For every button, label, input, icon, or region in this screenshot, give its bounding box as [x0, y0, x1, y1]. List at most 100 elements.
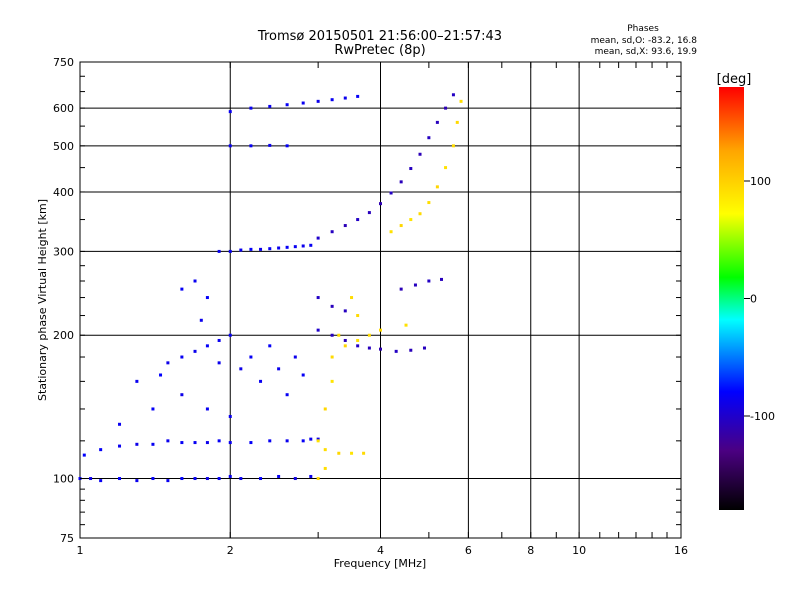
data-point — [205, 477, 209, 481]
y-tick-label: 75 — [60, 532, 74, 545]
data-point — [404, 323, 408, 327]
data-point — [409, 348, 413, 352]
data-point — [451, 93, 455, 97]
data-point — [268, 143, 272, 147]
data-point — [309, 243, 313, 247]
data-point — [285, 103, 289, 107]
phase-stats-x: mean, sd,X: 93.6, 19.9 — [595, 47, 698, 57]
data-point — [259, 477, 263, 481]
data-point — [379, 328, 382, 332]
data-point — [330, 355, 334, 359]
data-point — [301, 373, 305, 377]
colorbar-tick-label: 100 — [750, 175, 771, 188]
data-point — [330, 333, 334, 337]
x-tick-label: 2 — [227, 544, 234, 557]
data-point — [118, 444, 122, 448]
axes: 1 2 4 6 8 10 16 75 100 200 300 400 500 600 750 — [53, 56, 688, 557]
data-point — [418, 152, 422, 156]
data-point — [316, 296, 320, 300]
data-point — [316, 437, 320, 441]
y-axis-label: Stationary phase Virtual Height [km] — [36, 199, 49, 401]
data-point — [356, 338, 360, 342]
data-point — [367, 333, 371, 337]
data-point — [239, 248, 243, 252]
data-point — [293, 477, 297, 481]
data-point — [293, 355, 297, 359]
data-point — [99, 448, 103, 452]
x-tick-label: 16 — [674, 544, 688, 557]
data-point — [337, 451, 341, 455]
data-point — [166, 361, 170, 365]
data-point — [409, 218, 413, 222]
y-tick-label: 600 — [53, 102, 74, 115]
data-point — [394, 349, 398, 353]
data-point — [330, 98, 334, 102]
data-point — [180, 441, 184, 445]
data-point — [268, 247, 272, 251]
data-point — [159, 373, 163, 377]
data-point — [451, 144, 455, 148]
data-point — [285, 439, 289, 443]
data-point — [427, 201, 431, 205]
data-point — [249, 441, 253, 445]
data-point — [180, 393, 184, 397]
colorbar-tick-label: -100 — [750, 410, 775, 423]
data-point — [268, 439, 272, 443]
x-tick-label: 10 — [572, 544, 586, 557]
data-point — [151, 407, 155, 411]
data-point — [228, 441, 232, 445]
data-point — [399, 224, 403, 228]
data-point — [151, 477, 155, 481]
x-axis-label: Frequency [MHz] — [334, 557, 426, 570]
data-point — [379, 347, 382, 351]
data-point — [228, 144, 232, 148]
data-point — [217, 361, 221, 365]
data-point — [435, 185, 439, 189]
data-point — [249, 106, 253, 110]
phase-stats-heading: Phases — [627, 24, 659, 34]
data-point — [193, 441, 197, 445]
data-point — [459, 99, 463, 103]
colorbar-label: [deg] — [717, 72, 752, 87]
data-point — [180, 477, 184, 481]
data-point — [316, 328, 320, 332]
data-point — [323, 407, 327, 411]
x-tick-label: 8 — [527, 544, 534, 557]
data-point — [367, 346, 371, 350]
data-point — [268, 104, 272, 108]
data-point — [343, 338, 347, 342]
data-point — [193, 279, 197, 283]
data-point — [151, 442, 155, 446]
data-point — [409, 167, 413, 171]
x-tick-label: 4 — [377, 544, 384, 557]
y-tick-label: 300 — [53, 245, 74, 258]
chart-title: Tromsø 20150501 21:56:00–21:57:43 — [257, 29, 502, 44]
data-point — [343, 344, 347, 348]
data-point — [343, 224, 347, 228]
data-point — [249, 247, 253, 251]
data-point — [99, 479, 103, 483]
data-point — [389, 230, 393, 234]
data-point — [239, 367, 243, 371]
data-point — [343, 96, 347, 100]
data-point — [228, 333, 232, 337]
data-point — [323, 448, 327, 452]
colorbar-ticks: 100 0 -100 — [744, 175, 775, 423]
data-point — [389, 191, 393, 195]
data-point — [356, 344, 360, 348]
data-point — [135, 479, 139, 483]
x-tick-label: 6 — [465, 544, 472, 557]
data-point — [118, 477, 122, 481]
data-point — [440, 277, 444, 281]
data-point — [205, 441, 209, 445]
data-point — [277, 474, 281, 478]
data-point — [337, 333, 341, 337]
data-point — [228, 414, 232, 418]
data-point — [239, 477, 243, 481]
data-point — [413, 283, 417, 287]
data-point — [193, 477, 197, 481]
data-point — [193, 349, 197, 353]
data-point — [217, 477, 221, 481]
y-tick-label: 100 — [53, 473, 74, 486]
data-point — [444, 166, 448, 170]
